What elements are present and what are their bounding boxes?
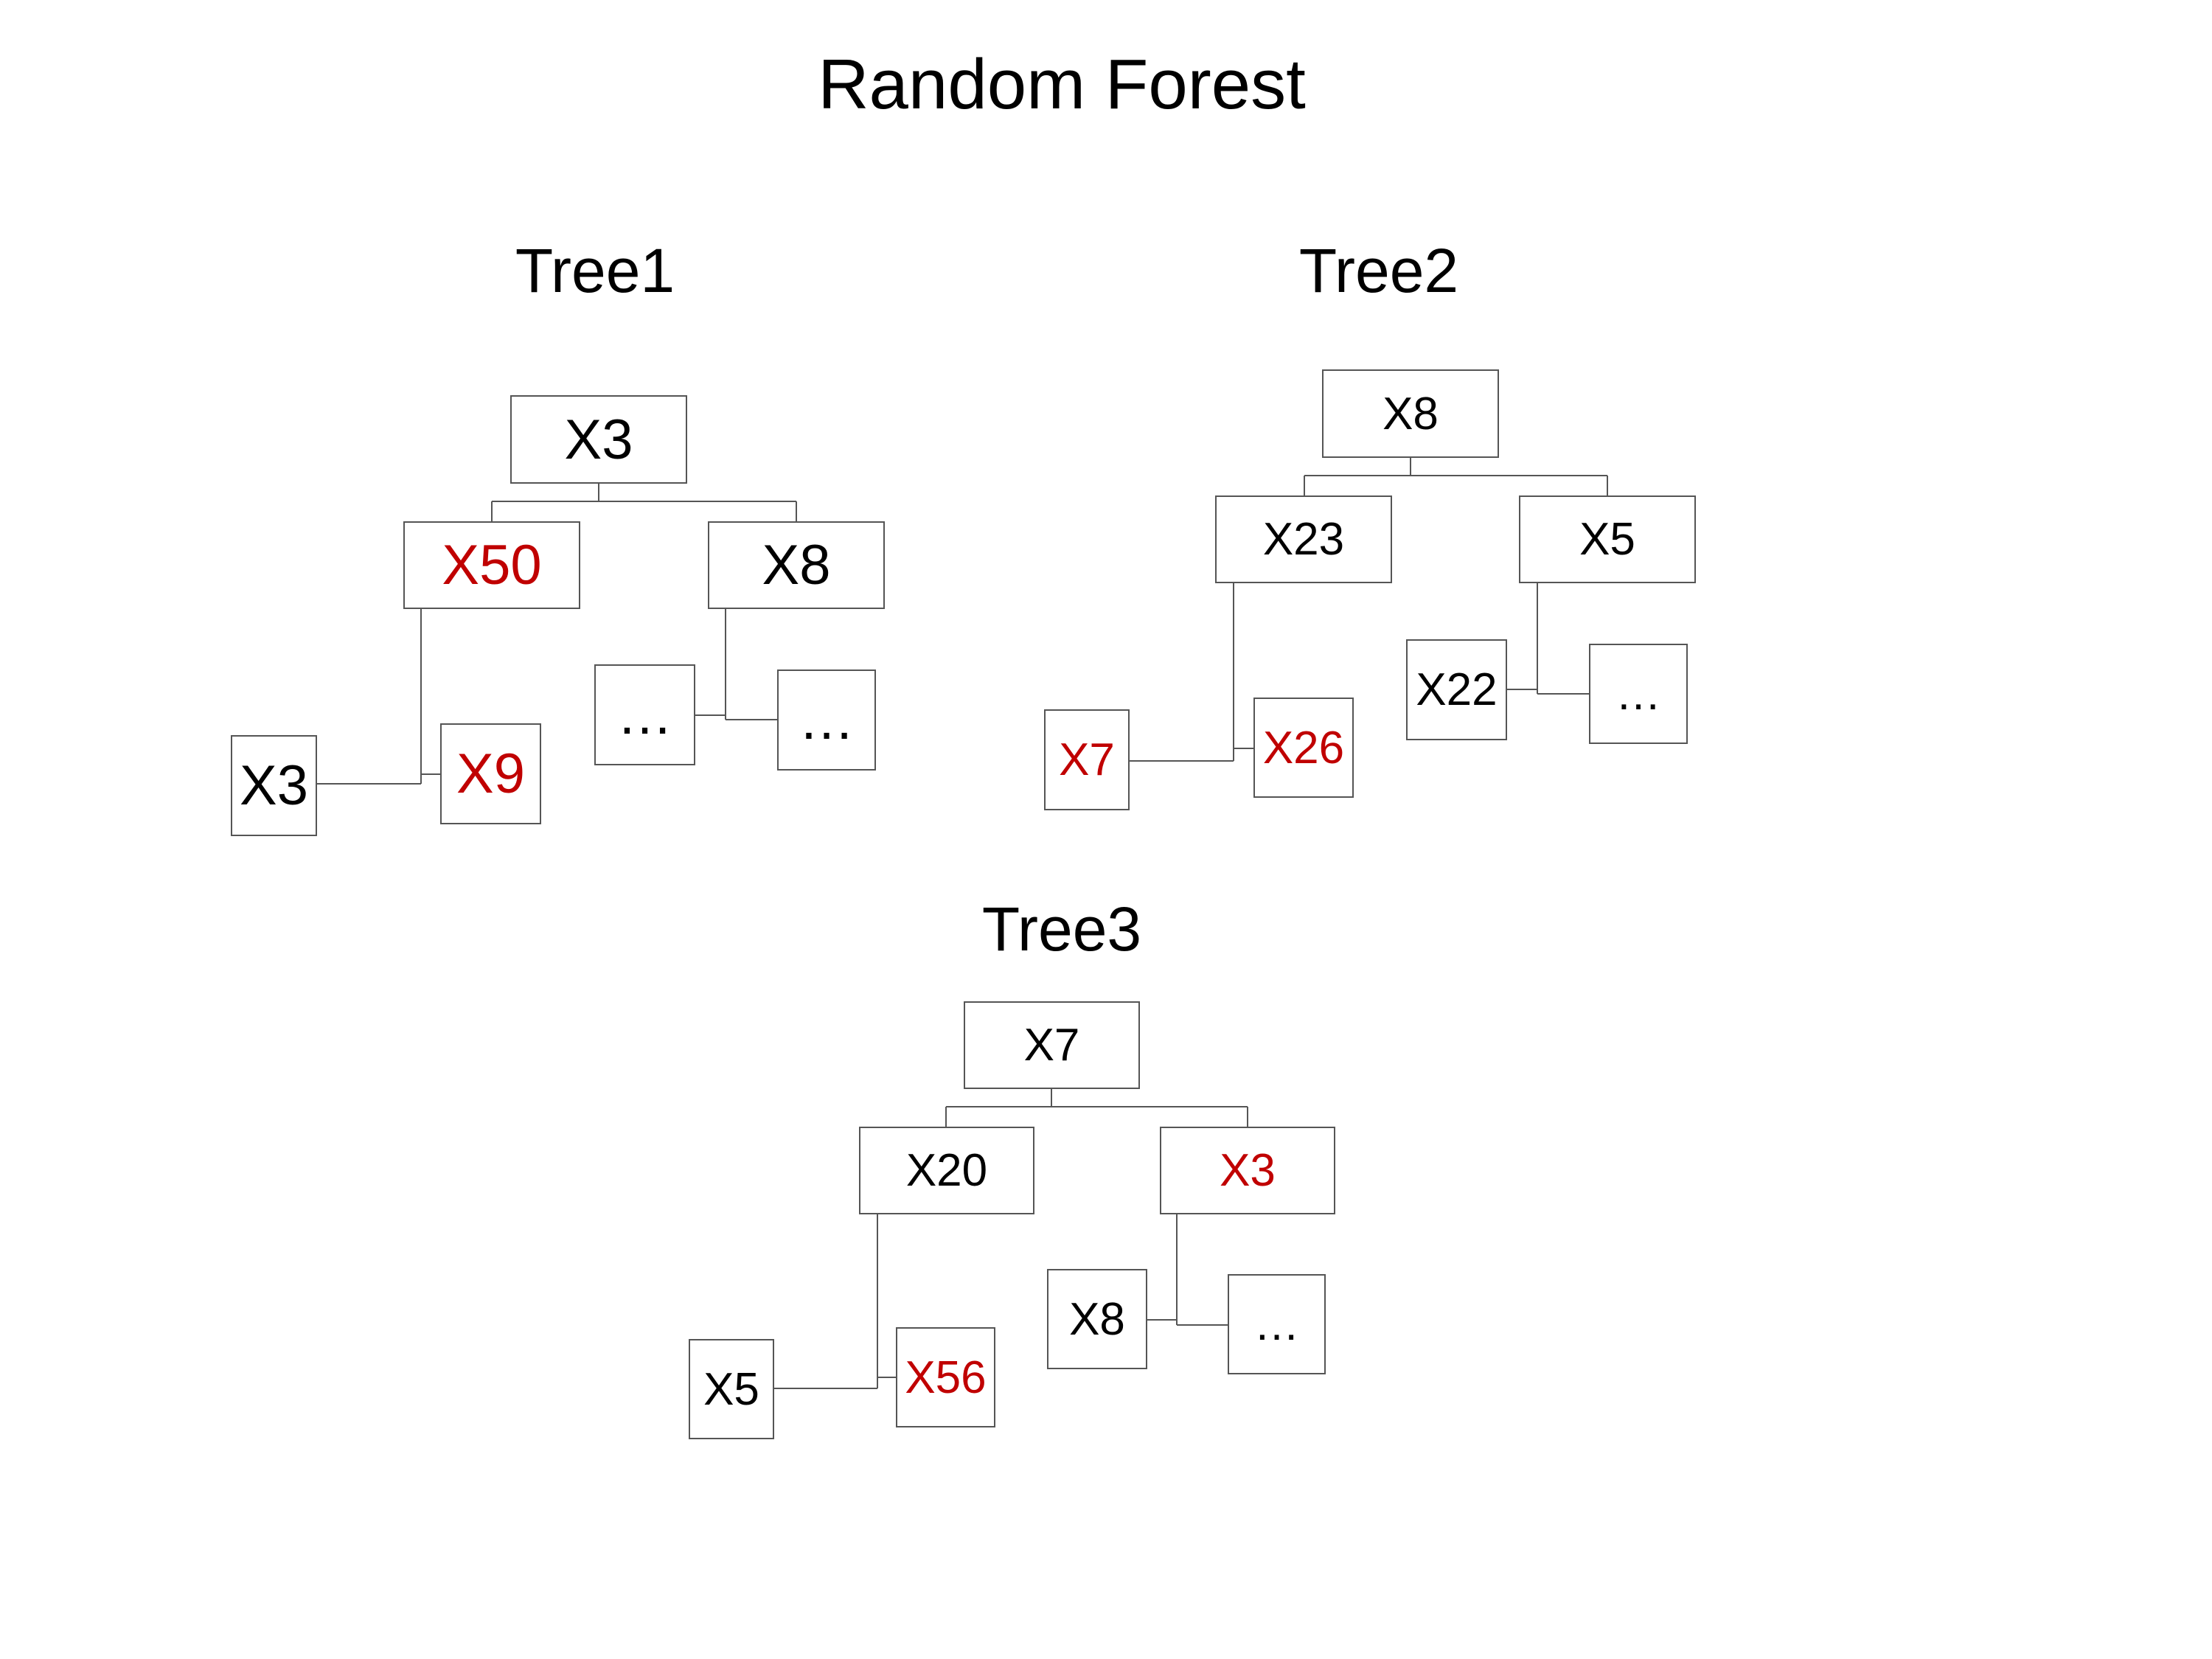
node-label: X3 <box>564 408 633 471</box>
node-label: X22 <box>1416 664 1498 715</box>
tree1-left-child-b-node: X9 <box>440 723 541 824</box>
node-label: X26 <box>1262 722 1345 773</box>
node-label: X50 <box>442 534 542 597</box>
node-label: X7 <box>1023 1020 1080 1071</box>
tree1-title: Tree1 <box>515 236 675 305</box>
tree3-connectors <box>774 1089 1248 1389</box>
tree3-right-child-a-node: X8 <box>1047 1269 1147 1369</box>
tree2-right-child-b-node: … <box>1589 644 1688 744</box>
tree1-left-node: X50 <box>403 521 580 609</box>
node-label: X7 <box>1059 734 1115 785</box>
node-label: X5 <box>1579 514 1635 565</box>
node-label: … <box>1615 668 1661 720</box>
node-label: X9 <box>456 742 525 805</box>
tree1-right-child-a-node: … <box>594 664 695 765</box>
node-label: … <box>616 684 673 746</box>
node-label: X8 <box>1069 1293 1125 1345</box>
tree2-root-node: X8 <box>1322 369 1499 458</box>
tree3-left-child-a-node: X5 <box>689 1339 774 1439</box>
node-label: X3 <box>1220 1145 1276 1196</box>
tree2-left-node: X23 <box>1215 495 1392 583</box>
tree3-title: Tree3 <box>981 894 1142 964</box>
page-title: Random Forest <box>818 45 1306 124</box>
node-label: X23 <box>1262 514 1345 565</box>
node-label: … <box>799 689 855 751</box>
tree3-left-node: X20 <box>859 1127 1034 1214</box>
tree3-right-child-b-node: … <box>1228 1274 1326 1374</box>
tree2-right-node: X5 <box>1519 495 1696 583</box>
tree1-right-node: X8 <box>708 521 885 609</box>
tree3-left-child-b-node: X56 <box>896 1327 995 1427</box>
node-label: X56 <box>905 1352 987 1403</box>
node-label: X3 <box>240 754 308 817</box>
node-label: X8 <box>762 534 831 597</box>
tree1-connectors <box>317 484 797 785</box>
tree2-right-child-a-node: X22 <box>1406 639 1507 740</box>
node-label: … <box>1253 1298 1300 1350</box>
tree3-root-node: X7 <box>964 1001 1140 1089</box>
node-label: X20 <box>905 1145 988 1196</box>
node-label: X8 <box>1382 388 1439 439</box>
node-label: X5 <box>703 1363 759 1415</box>
tree2-title: Tree2 <box>1298 236 1459 305</box>
tree2-connectors <box>1130 458 1608 762</box>
tree1-root-node: X3 <box>510 395 687 484</box>
tree2-left-child-a-node: X7 <box>1044 709 1130 810</box>
tree1-right-child-b-node: … <box>777 669 876 771</box>
tree2-left-child-b-node: X26 <box>1253 698 1354 798</box>
tree1-left-child-a-node: X3 <box>231 735 317 836</box>
tree3-right-node: X3 <box>1160 1127 1335 1214</box>
